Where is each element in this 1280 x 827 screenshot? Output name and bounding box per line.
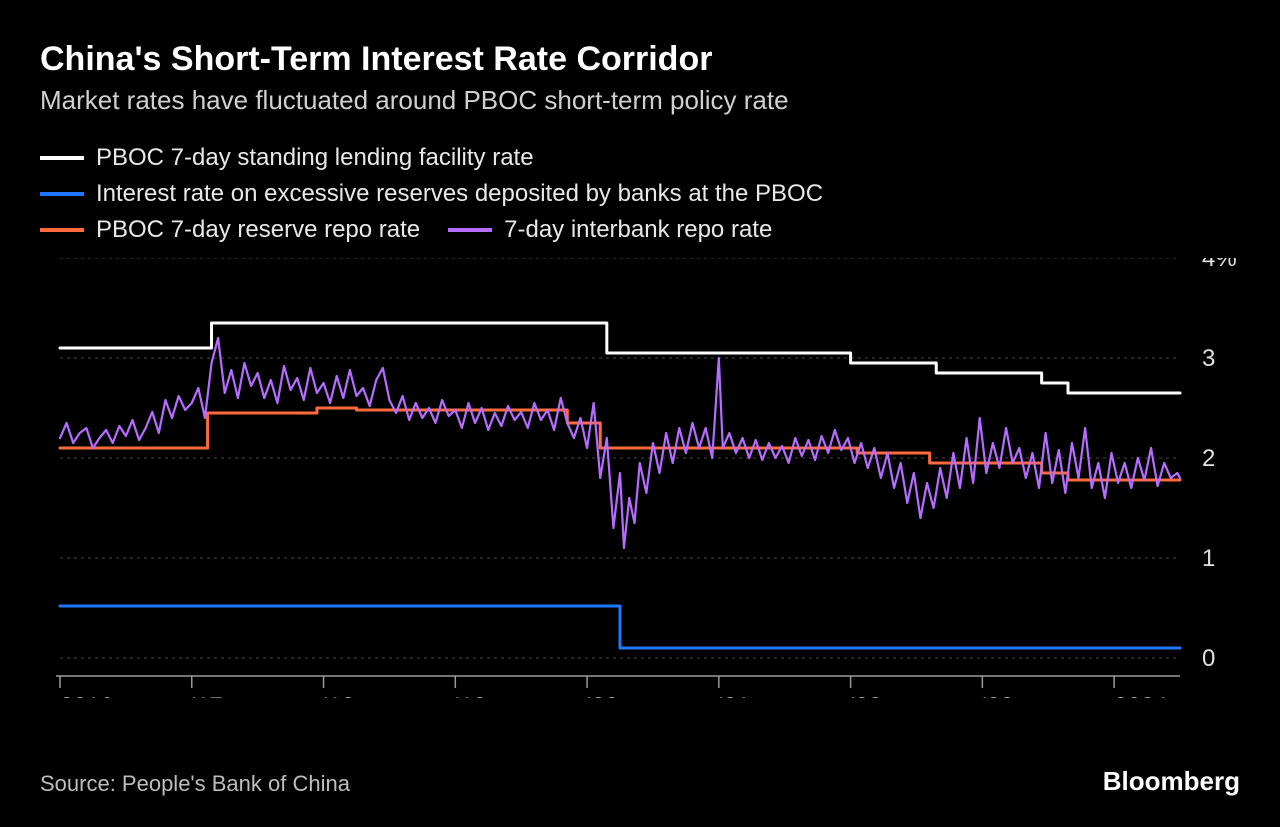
svg-text:4%: 4% [1202,258,1237,272]
series-ioer [60,606,1180,648]
svg-text:1: 1 [1202,545,1215,572]
chart-subtitle: Market rates have fluctuated around PBOC… [40,85,1240,116]
svg-text:'21: '21 [719,693,750,698]
legend-swatch-inter [448,228,492,231]
legend-swatch-slf [40,156,84,160]
chart-plot-wrap: 0 1 2 3 4% 2016 '17 '18 '19 '20 '21 '22 '23 2024 [40,258,1240,698]
source-label: Source: People's Bank of China [40,771,350,797]
legend-label-ioer: Interest rate on excessive reserves depo… [96,176,823,212]
legend-label-slf: PBOC 7-day standing lending facility rat… [96,140,534,176]
legend-label-repo: PBOC 7-day reserve repo rate [96,212,420,248]
legend-row-2: Interest rate on excessive reserves depo… [40,176,1240,212]
series-repo [60,408,1180,480]
svg-text:'19: '19 [455,693,486,698]
chart-footer: Source: People's Bank of China Bloomberg [40,766,1240,797]
chart-legend: PBOC 7-day standing lending facility rat… [40,140,1240,248]
brand-label: Bloomberg [1103,766,1240,797]
line-chart-svg: 0 1 2 3 4% 2016 '17 '18 '19 '20 '21 '22 '23 2024 [40,258,1240,698]
series-inter [60,338,1180,548]
svg-text:'22: '22 [851,693,882,698]
svg-text:'20: '20 [587,693,618,698]
svg-text:'17: '17 [192,693,223,698]
legend-swatch-repo [40,228,84,232]
svg-text:3: 3 [1202,345,1215,372]
legend-swatch-ioer [40,192,84,196]
svg-text:'18: '18 [324,693,355,698]
svg-text:0: 0 [1202,645,1215,672]
legend-label-inter: 7-day interbank repo rate [504,212,772,248]
legend-row-1: PBOC 7-day standing lending facility rat… [40,140,1240,176]
chart-container: China's Short-Term Interest Rate Corrido… [0,0,1280,827]
svg-text:2024: 2024 [1114,693,1167,698]
chart-title: China's Short-Term Interest Rate Corrido… [40,40,1240,79]
svg-text:2016: 2016 [60,693,113,698]
legend-row-3: PBOC 7-day reserve repo rate 7-day inter… [40,212,1240,248]
svg-text:2: 2 [1202,445,1215,472]
svg-text:'23: '23 [982,693,1013,698]
